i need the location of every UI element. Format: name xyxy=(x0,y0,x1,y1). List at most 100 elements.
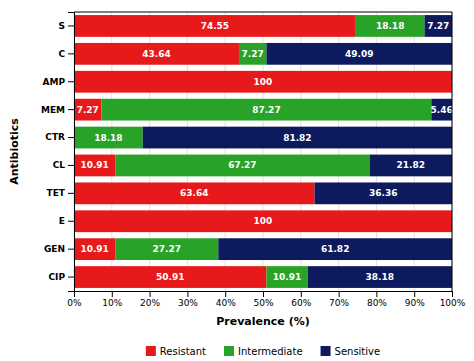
grid xyxy=(74,12,452,291)
tick: CIP xyxy=(48,272,74,282)
tick: 60% xyxy=(291,291,311,308)
tick-mark xyxy=(68,249,74,250)
series xyxy=(74,15,452,288)
data-label: 81.82 xyxy=(283,133,311,143)
tick-label: MEM xyxy=(41,105,65,115)
data-label: 27.27 xyxy=(153,244,181,254)
tick-label: CIP xyxy=(48,272,65,282)
tick-mark xyxy=(68,193,74,194)
bar xyxy=(266,266,307,288)
y-axis: SCAMPMEMCTRCLTETEGENCIP xyxy=(41,13,75,292)
tick: MEM xyxy=(41,105,74,115)
tick: C xyxy=(58,49,74,59)
bar xyxy=(74,43,239,65)
bar xyxy=(356,15,425,37)
tick-label: 90% xyxy=(405,298,425,308)
bar xyxy=(266,43,452,65)
tick: 80% xyxy=(367,291,387,308)
tick-label: TET xyxy=(47,188,66,198)
tick: 20% xyxy=(140,291,160,308)
tick-label: 60% xyxy=(291,298,311,308)
grid-line xyxy=(452,12,453,291)
tick-mark xyxy=(68,81,74,82)
tick-label: 50% xyxy=(253,298,273,308)
tick: CL xyxy=(53,160,74,170)
data-label: 63.64 xyxy=(180,188,208,198)
axis-line xyxy=(75,292,453,298)
tick-mark xyxy=(225,291,226,297)
tick-label: C xyxy=(58,49,65,59)
data-label: 18.18 xyxy=(376,21,404,31)
tick: 10% xyxy=(102,291,122,308)
tick: 40% xyxy=(216,291,236,308)
tick-label: 0% xyxy=(67,298,82,308)
legend-item: Intermediate xyxy=(224,346,303,357)
tick: E xyxy=(59,216,74,226)
data-label: 10.91 xyxy=(80,244,108,254)
data-label: 7.27 xyxy=(242,49,264,59)
tick-label: 30% xyxy=(178,298,198,308)
bar xyxy=(74,266,266,288)
legend: Resistant Intermediate Sensitive xyxy=(146,346,380,357)
tick: 70% xyxy=(329,291,349,308)
tick-mark xyxy=(339,291,340,297)
data-label: 7.27 xyxy=(427,21,449,31)
bar xyxy=(74,182,315,204)
bar xyxy=(101,99,431,121)
data-label: 36.36 xyxy=(369,188,397,198)
tick-label: 40% xyxy=(216,298,236,308)
bar xyxy=(74,238,115,260)
tick-label: 70% xyxy=(329,298,349,308)
legend-swatch xyxy=(321,346,331,356)
bars xyxy=(74,15,452,288)
bar xyxy=(239,43,266,65)
data-label: 18.18 xyxy=(94,133,122,143)
bar xyxy=(315,182,452,204)
data-label: 67.27 xyxy=(228,160,256,170)
tick-mark xyxy=(68,277,74,278)
legend-swatch xyxy=(224,346,234,356)
y-axis-title: Antibiotics xyxy=(8,118,21,185)
data-label: 10.91 xyxy=(80,160,108,170)
tick-mark xyxy=(414,291,415,297)
tick: AMP xyxy=(42,77,74,87)
data-labels: 74.5543.641007.2710.9163.6410010.9150.91… xyxy=(77,21,453,282)
bar xyxy=(74,99,101,121)
bar xyxy=(74,155,115,177)
tick-mark xyxy=(68,137,74,138)
data-label: 61.82 xyxy=(321,244,349,254)
tick-label: 100% xyxy=(440,298,466,308)
legend-label: Intermediate xyxy=(238,346,303,357)
tick-mark xyxy=(68,53,74,54)
data-label: 74.55 xyxy=(201,21,229,31)
tick: GEN xyxy=(44,244,74,254)
legend-label: Resistant xyxy=(160,346,206,357)
tick-mark xyxy=(150,291,151,297)
tick-mark xyxy=(68,165,74,166)
plot: 74.5543.641007.2710.9163.6410010.9150.91… xyxy=(41,12,466,308)
data-label: 21.82 xyxy=(397,160,425,170)
tick-mark xyxy=(263,291,264,297)
data-label: 5.46 xyxy=(431,105,453,115)
tick-mark xyxy=(68,109,74,110)
tick-label: GEN xyxy=(44,244,65,254)
legend-item: Sensitive xyxy=(321,346,381,357)
tick-label: CTR xyxy=(45,132,65,142)
x-axis: 0% 10% 20% 30% 40% 50% 60% 70% 80% 90% 100% xyxy=(67,291,465,308)
x-axis-title: Prevalence (%) xyxy=(216,315,310,328)
bar xyxy=(74,210,452,232)
data-label: 49.09 xyxy=(345,49,373,59)
frame xyxy=(452,12,453,291)
tick-mark xyxy=(68,221,74,222)
tick: 90% xyxy=(405,291,425,308)
axis-line xyxy=(68,13,75,292)
bar xyxy=(425,15,452,37)
tick: TET xyxy=(47,188,74,198)
tick: 0% xyxy=(67,291,82,308)
data-label: 10.91 xyxy=(273,272,301,282)
tick-label: 80% xyxy=(367,298,387,308)
data-label: 100 xyxy=(254,77,273,87)
tick-label: CL xyxy=(53,160,66,170)
tick-label: 20% xyxy=(140,298,160,308)
bar xyxy=(143,127,452,149)
